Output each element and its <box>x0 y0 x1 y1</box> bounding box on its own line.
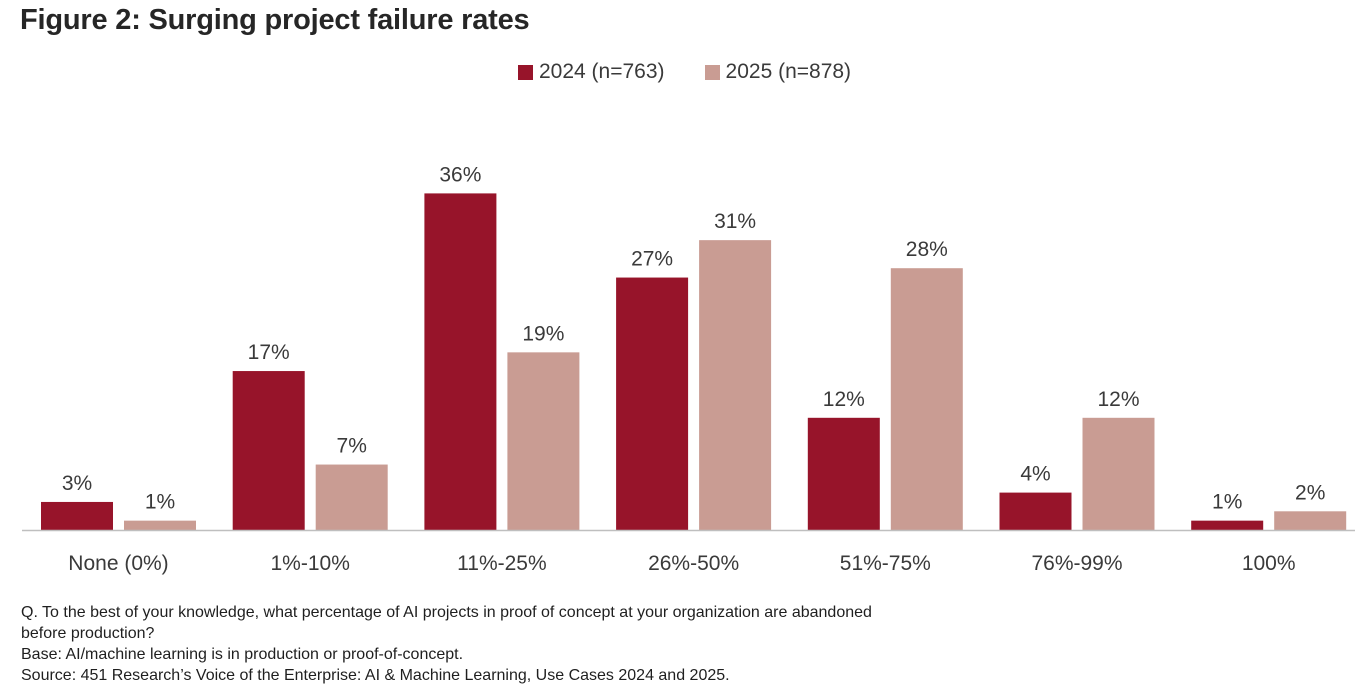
footnote-base: Base: AI/machine learning is in producti… <box>21 646 464 663</box>
bar-2025-6 <box>1274 511 1347 530</box>
data-label-2024-6: 1% <box>1212 491 1242 514</box>
bar-2025-3 <box>699 240 772 530</box>
data-label-2024-4: 12% <box>823 388 865 411</box>
footnote-question: Q. To the best of your knowledge, what p… <box>21 604 872 642</box>
bar-2024-4 <box>807 417 880 530</box>
bar-2024-2 <box>424 193 497 530</box>
category-label-4: 51%-75% <box>840 552 931 575</box>
bar-2025-1 <box>315 464 388 530</box>
data-label-2024-5: 4% <box>1020 463 1050 486</box>
category-label-6: 100% <box>1242 552 1296 575</box>
legend-label-2025: 2025 (n=878) <box>725 60 852 83</box>
bar-2025-5 <box>1082 417 1155 530</box>
data-label-2025-1: 7% <box>337 435 367 458</box>
data-label-2025-4: 28% <box>906 238 948 261</box>
bar-2025-0 <box>124 520 196 530</box>
bar-2024-1 <box>232 371 305 530</box>
data-label-2025-0: 1% <box>145 491 175 514</box>
bar-2024-3 <box>616 277 689 530</box>
data-label-2025-6: 2% <box>1295 481 1325 504</box>
bar-chart: 3% 1% None (0%) 17% 7% 1%-10% 36% 19% 11%-25% 27%… <box>22 163 1355 575</box>
legend-swatch-2024 <box>518 64 533 80</box>
category-label-5: 76%-99% <box>1031 552 1122 575</box>
bar-2025-4 <box>890 268 963 530</box>
chart-footnotes: Q. To the best of your knowledge, what p… <box>21 602 1021 686</box>
bar-2024-6 <box>1191 520 1264 530</box>
category-label-0: None (0%) <box>68 552 168 575</box>
legend-label-2024: 2024 (n=763) <box>539 60 665 83</box>
data-label-2025-3: 31% <box>714 210 756 233</box>
bar-2024-0 <box>41 501 113 530</box>
bar-2024-5 <box>999 492 1072 530</box>
footnote-source: Source: 451 Research’s Voice of the Ente… <box>21 667 730 684</box>
data-label-2024-2: 36% <box>439 163 481 186</box>
legend-swatch-2025 <box>704 64 720 80</box>
data-label-2024-3: 27% <box>631 248 673 271</box>
chart-title: Figure 2: Surging project failure rates <box>20 4 530 36</box>
chart-legend: 2024 (n=763) 2025 (n=878) <box>518 60 891 84</box>
category-label-1: 1%-10% <box>271 552 350 575</box>
category-label-2: 11%-25% <box>457 552 547 575</box>
data-label-2024-1: 17% <box>248 341 290 364</box>
bar-2025-2 <box>507 352 580 530</box>
data-label-2025-2: 19% <box>522 322 564 345</box>
category-label-3: 26%-50% <box>648 552 739 575</box>
data-label-2025-5: 12% <box>1097 388 1139 411</box>
data-label-2024-0: 3% <box>62 472 92 495</box>
legend-item-2025: 2025 (n=878) <box>704 60 852 84</box>
legend-item-2024: 2024 (n=763) <box>518 60 665 84</box>
